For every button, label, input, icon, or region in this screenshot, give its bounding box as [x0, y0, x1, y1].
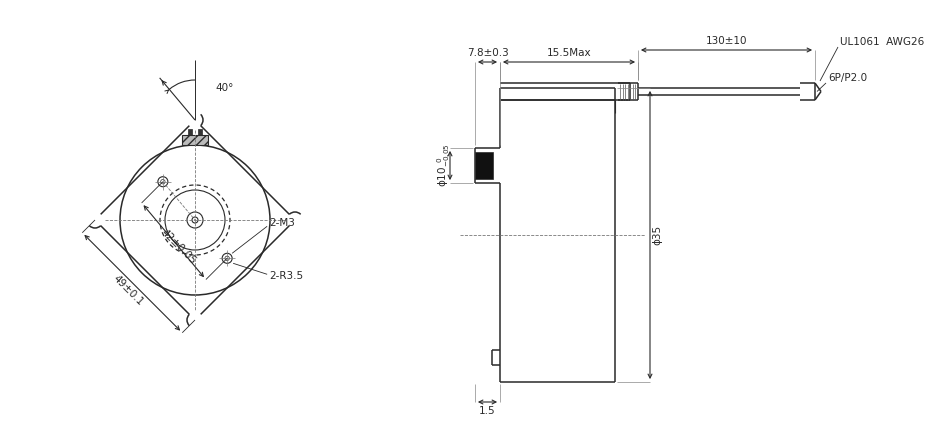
- Text: 2-M3: 2-M3: [269, 218, 295, 228]
- Bar: [198, 129, 202, 135]
- Text: 6P/P2.0: 6P/P2.0: [828, 73, 867, 83]
- Text: 1.5: 1.5: [479, 406, 496, 416]
- Text: 40°: 40°: [216, 83, 234, 93]
- Text: 49±0.1: 49±0.1: [111, 274, 146, 308]
- Text: ϕ10$^{\ \ 0}_{-0.05}$: ϕ10$^{\ \ 0}_{-0.05}$: [436, 143, 453, 187]
- Text: ϕ35: ϕ35: [652, 225, 662, 245]
- Text: 130±10: 130±10: [706, 36, 747, 46]
- Text: UL1061  AWG26: UL1061 AWG26: [840, 37, 924, 47]
- Bar: [475, 152, 493, 179]
- Bar: [182, 135, 208, 145]
- Bar: [188, 129, 192, 135]
- Text: 7.8±0.3: 7.8±0.3: [467, 48, 509, 58]
- Text: 15.5Max: 15.5Max: [546, 48, 591, 58]
- Text: 42±0.05: 42±0.05: [159, 228, 198, 267]
- Text: 2-R3.5: 2-R3.5: [269, 271, 303, 281]
